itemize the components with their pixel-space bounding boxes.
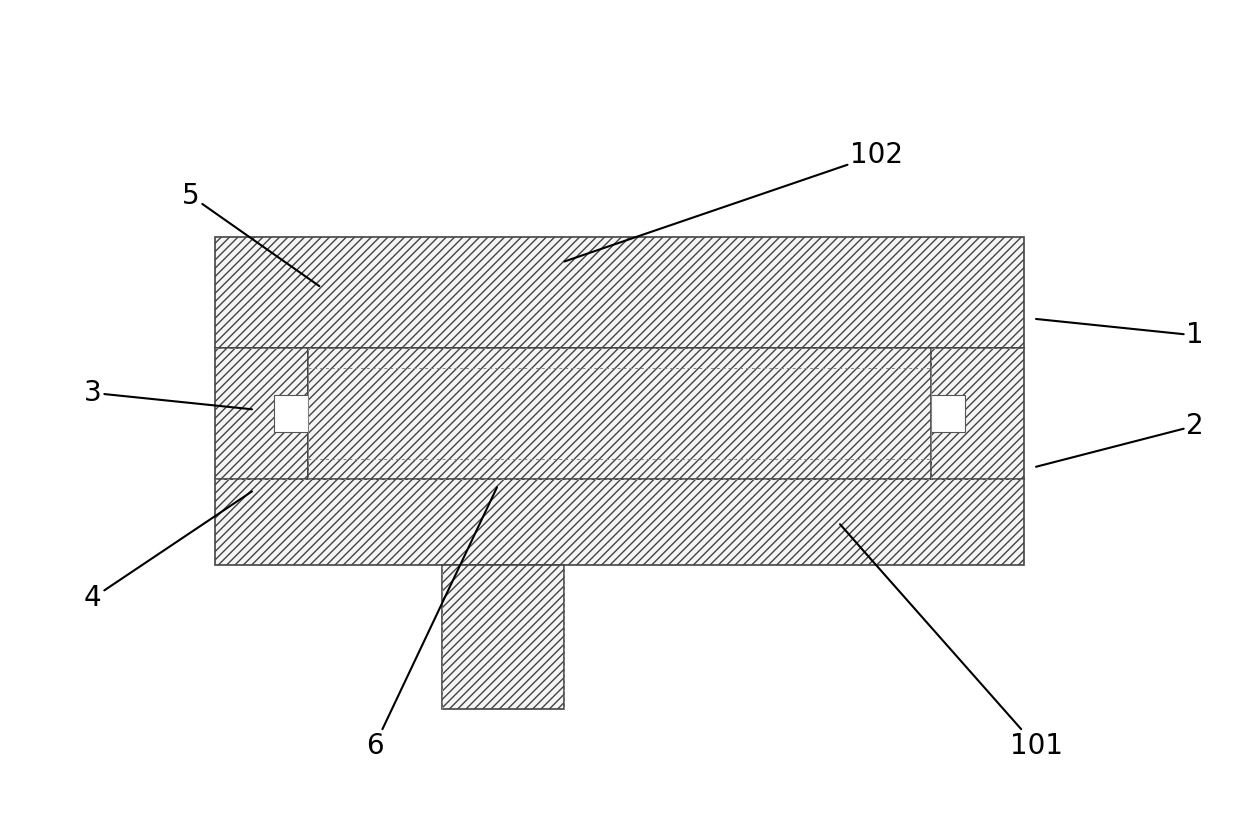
Bar [274,395,309,432]
Bar [930,347,1023,479]
Text: 3: 3 [84,379,252,409]
Bar [309,347,930,479]
Bar [216,479,1023,565]
Text: 4: 4 [84,492,252,612]
Text: 2: 2 [1036,412,1204,467]
Text: 1: 1 [1036,319,1204,349]
Bar [216,347,309,479]
Text: 101: 101 [840,524,1063,760]
Text: 5: 5 [182,182,320,286]
Text: 6: 6 [366,488,497,760]
Bar [930,395,965,432]
Text: 102: 102 [565,141,903,261]
Bar [216,237,1023,347]
Bar [442,565,565,709]
